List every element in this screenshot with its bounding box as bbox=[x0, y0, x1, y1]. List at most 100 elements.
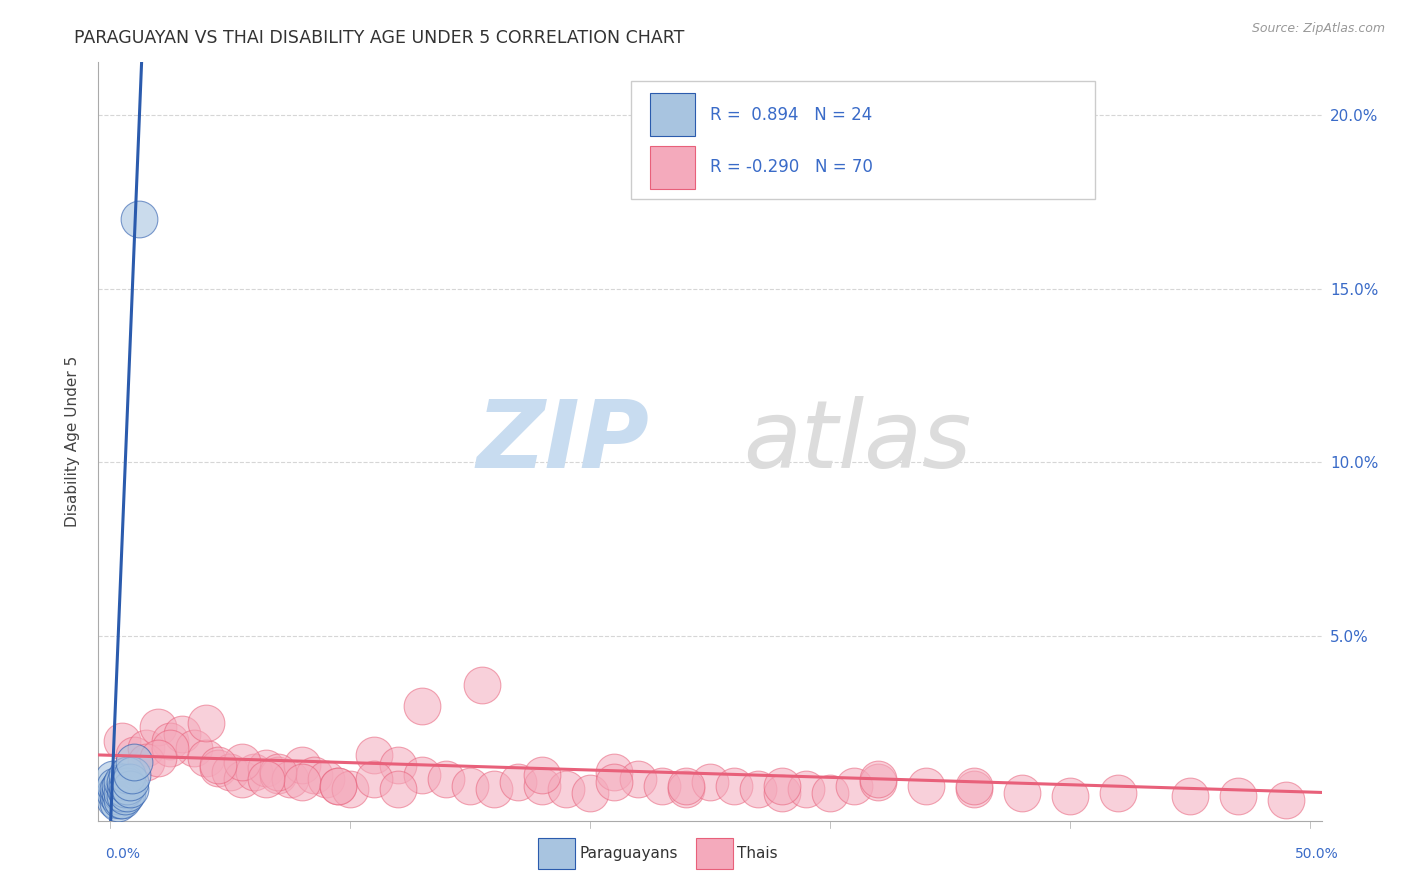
Point bbox=[866, 775, 889, 789]
Point bbox=[108, 786, 131, 800]
Point bbox=[291, 775, 314, 789]
Point bbox=[434, 772, 457, 786]
Point bbox=[471, 678, 494, 692]
Point bbox=[118, 775, 141, 789]
Point bbox=[231, 772, 253, 786]
Point bbox=[183, 740, 205, 755]
Point bbox=[108, 793, 131, 807]
Point bbox=[195, 716, 218, 731]
Point bbox=[699, 775, 721, 789]
Point bbox=[135, 755, 157, 769]
Point bbox=[531, 779, 554, 793]
Point bbox=[104, 779, 127, 793]
Point bbox=[1059, 789, 1081, 804]
Point bbox=[108, 779, 131, 793]
Y-axis label: Disability Age Under 5: Disability Age Under 5 bbox=[65, 356, 80, 527]
Point bbox=[770, 779, 793, 793]
Point bbox=[675, 779, 697, 793]
Point bbox=[411, 768, 433, 782]
Point bbox=[219, 764, 242, 779]
Point bbox=[207, 758, 229, 772]
Point bbox=[128, 211, 150, 226]
Point bbox=[555, 782, 578, 797]
Point bbox=[304, 768, 326, 782]
Point bbox=[111, 775, 134, 789]
Point bbox=[124, 747, 146, 762]
Point bbox=[328, 779, 350, 793]
Point bbox=[963, 782, 986, 797]
Point bbox=[818, 786, 841, 800]
Point bbox=[1107, 786, 1129, 800]
Point bbox=[207, 762, 229, 776]
Text: atlas: atlas bbox=[742, 396, 972, 487]
Point bbox=[794, 782, 817, 797]
Point bbox=[531, 768, 554, 782]
Point bbox=[115, 786, 138, 800]
Point bbox=[159, 733, 181, 747]
Text: Thais: Thais bbox=[737, 847, 778, 861]
Point bbox=[747, 782, 769, 797]
Point bbox=[482, 782, 505, 797]
Point bbox=[107, 797, 129, 811]
Point bbox=[254, 772, 277, 786]
Point bbox=[104, 793, 127, 807]
Point bbox=[1178, 789, 1201, 804]
Text: 0.0%: 0.0% bbox=[105, 847, 141, 861]
Point bbox=[1011, 786, 1033, 800]
Point bbox=[866, 772, 889, 786]
Point bbox=[148, 720, 170, 734]
Text: R = -0.290   N = 70: R = -0.290 N = 70 bbox=[710, 159, 873, 177]
Point bbox=[328, 779, 350, 793]
Point bbox=[111, 733, 134, 747]
Point bbox=[159, 740, 181, 755]
Point bbox=[121, 768, 143, 782]
Point bbox=[107, 789, 129, 804]
Point bbox=[231, 755, 253, 769]
Point bbox=[104, 786, 127, 800]
Point bbox=[363, 772, 385, 786]
Point bbox=[603, 775, 626, 789]
Point bbox=[243, 764, 266, 779]
Point bbox=[115, 768, 138, 782]
Point bbox=[627, 772, 650, 786]
Point bbox=[1226, 789, 1249, 804]
Point bbox=[278, 772, 301, 786]
Point bbox=[458, 779, 481, 793]
Point bbox=[651, 779, 673, 793]
Point bbox=[148, 751, 170, 765]
Point bbox=[291, 758, 314, 772]
Point bbox=[267, 764, 290, 779]
Point bbox=[118, 782, 141, 797]
FancyBboxPatch shape bbox=[650, 146, 696, 189]
Point bbox=[107, 782, 129, 797]
Point bbox=[363, 747, 385, 762]
Point bbox=[915, 779, 938, 793]
Point bbox=[114, 789, 136, 804]
Point bbox=[508, 775, 530, 789]
Point bbox=[195, 751, 218, 765]
Text: ZIP: ZIP bbox=[477, 395, 650, 488]
Point bbox=[114, 782, 136, 797]
Point bbox=[101, 772, 124, 786]
Text: PARAGUAYAN VS THAI DISABILITY AGE UNDER 5 CORRELATION CHART: PARAGUAYAN VS THAI DISABILITY AGE UNDER … bbox=[75, 29, 685, 47]
Point bbox=[603, 764, 626, 779]
Point bbox=[387, 758, 409, 772]
Point bbox=[387, 782, 409, 797]
Point bbox=[111, 786, 134, 800]
Point bbox=[675, 782, 697, 797]
Point bbox=[339, 782, 361, 797]
Point bbox=[254, 762, 277, 776]
FancyBboxPatch shape bbox=[650, 94, 696, 136]
Text: Source: ZipAtlas.com: Source: ZipAtlas.com bbox=[1251, 22, 1385, 36]
Point bbox=[124, 755, 146, 769]
Point bbox=[267, 768, 290, 782]
Point bbox=[842, 779, 865, 793]
Point bbox=[315, 772, 337, 786]
Point bbox=[135, 740, 157, 755]
Point bbox=[114, 775, 136, 789]
Point bbox=[963, 779, 986, 793]
Point bbox=[579, 786, 602, 800]
Point bbox=[723, 779, 745, 793]
Point bbox=[111, 793, 134, 807]
FancyBboxPatch shape bbox=[630, 81, 1095, 199]
